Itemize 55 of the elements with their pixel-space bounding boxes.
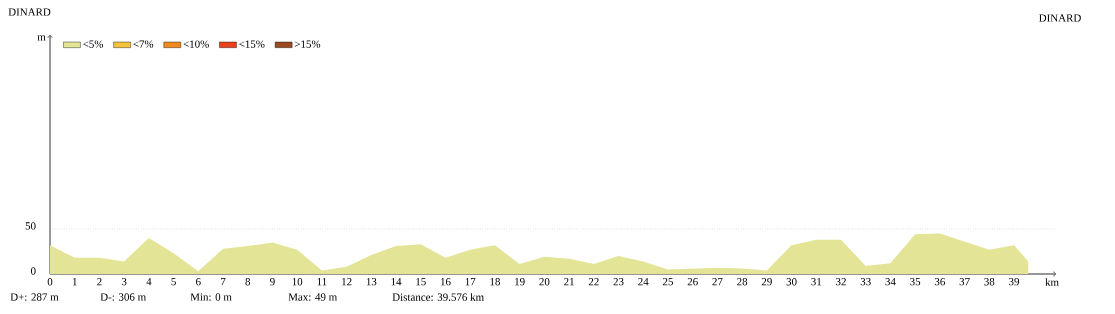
x-tick-label: 4 [146,277,152,286]
x-tick-label: 13 [366,277,377,286]
x-tick-label: 21 [564,277,574,286]
x-tick-label: 18 [490,277,500,286]
x-tick-label: 24 [638,277,649,286]
x-tick-label: 23 [613,277,624,286]
x-tick-label: 19 [515,277,525,286]
legend-label: >15% [294,40,321,48]
x-tick-label: 11 [317,277,327,286]
x-tick-label: 34 [885,277,896,286]
x-tick-label: 17 [465,277,476,286]
x-tick-label: 27 [712,277,723,286]
text: Min: 0 m [190,293,232,301]
x-tick-label: 25 [662,277,674,286]
x-tick-label: 7 [221,277,226,286]
legend-label: <7% [133,40,154,48]
x-tick-label: 39 [1009,277,1020,286]
text: D-: 306 m [100,293,146,301]
x-tick-label: 38 [984,277,995,286]
x-tick-label: 1 [72,277,77,286]
x-tick-label: 22 [588,277,599,286]
y-tick-label: 50 [25,222,36,230]
x-tick-label: 16 [440,277,451,286]
x-tick-label: 31 [811,277,822,286]
x-tick-label: 36 [934,277,946,286]
x-tick-label: 2 [97,277,102,286]
legend-label: <10% [183,40,209,48]
x-tick-label: 12 [342,277,352,286]
legend-label: <5% [83,40,104,48]
x-tick-label: 29 [761,277,772,286]
x-tick-label: 37 [959,277,970,286]
x-tick-label: 9 [270,277,275,286]
x-tick-label: 26 [687,277,698,286]
legend-label: <15% [239,40,265,48]
x-tick-label: 15 [416,277,426,286]
text: DINARD [1039,14,1081,22]
text: D+: 287 m [10,293,59,301]
x-tick-label: 6 [196,277,201,286]
x-tick-label: 8 [245,277,251,286]
text: Max: 49 m [288,293,338,301]
x-tick-label: 3 [121,277,127,286]
x-tick-label: 30 [786,277,797,286]
x-axis-title: km [1045,278,1059,286]
text: Distance: 39.576 km [392,293,484,301]
x-tick-label: 35 [910,277,921,286]
x-tick-label: 5 [171,277,176,286]
x-tick-label: 10 [292,277,303,286]
x-tick-label: 32 [836,277,846,286]
x-tick-label: 33 [860,277,871,286]
y-axis-title: m [37,35,46,41]
x-tick-label: 20 [539,277,550,286]
x-tick-label: 0 [47,277,53,286]
chart-title: DINARD [8,8,51,16]
x-tick-label: 14 [391,277,402,286]
x-tick-label: 28 [737,277,748,286]
